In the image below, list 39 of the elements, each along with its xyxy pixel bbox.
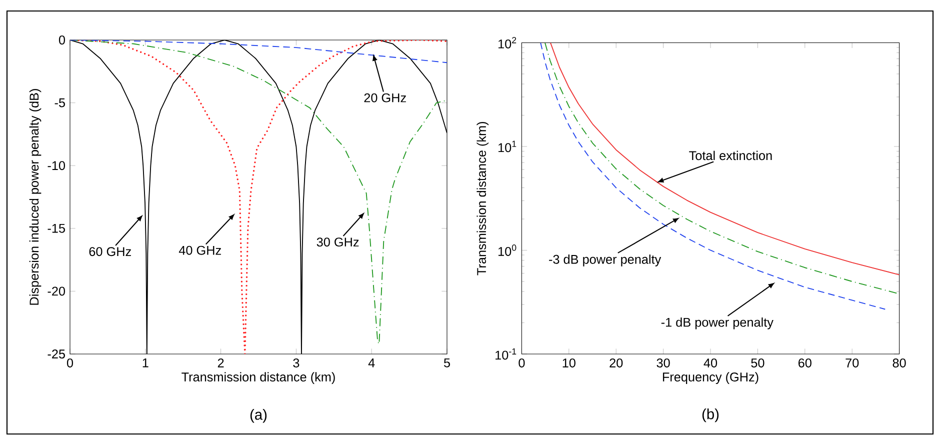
x-tick-label: 60 — [798, 358, 812, 368]
y-tick-label: 10$^{2}$ — [498, 37, 516, 48]
y-axis-title: Dispersion induced power penalty (dB) — [29, 89, 42, 305]
y-tick-label: -10 — [48, 161, 66, 170]
x-tick-label: 30 — [656, 358, 670, 368]
x-tick-label: 80 — [892, 358, 906, 368]
annotation: 40 GHz — [178, 246, 221, 255]
x-tick-label: 0 — [518, 358, 525, 368]
x-tick-label: 70 — [846, 358, 859, 368]
line-series — [70, 40, 447, 64]
y-tick-label: 10$^{-1}$ — [496, 348, 516, 360]
x-tick-label: 50 — [751, 358, 764, 368]
x-tick-label: 1 — [142, 358, 148, 368]
annotation: 30 GHz — [316, 238, 359, 247]
y-tick-label: -25 — [48, 350, 65, 358]
y-tick-label: -20 — [48, 286, 66, 296]
y-tick-label: -15 — [48, 224, 65, 233]
y-tick-label: 10$^{0}$ — [498, 244, 516, 256]
annotation: 60 GHz — [89, 247, 131, 256]
x-tick-label: 2 — [218, 358, 224, 368]
x-tick-label: 3 — [293, 358, 300, 368]
annotation: -3 dB power penalty — [549, 254, 662, 266]
annotation: -1 dB power penalty — [661, 317, 774, 330]
y-tick-label: 0 — [58, 36, 66, 44]
y-axis-title: Transmission distance (km) — [476, 122, 489, 276]
x-tick-label: 0 — [66, 358, 74, 368]
y-tick-label: 10$^{1}$ — [498, 140, 516, 152]
x-tick-label: 4 — [368, 358, 375, 368]
x-axis-title: Frequency (GHz) — [662, 372, 758, 384]
x-tick-label: 20 — [610, 358, 623, 368]
text: (a) — [250, 409, 267, 423]
x-tick-label: 5 — [444, 358, 450, 368]
annotation: 20 GHz — [364, 93, 406, 102]
x-tick-label: 40 — [704, 358, 718, 368]
x-axis-title: Transmission distance (km) — [182, 372, 335, 384]
y-tick-label: -5 — [54, 98, 65, 108]
x-tick-label: 10 — [562, 358, 576, 368]
text: (b) — [702, 408, 719, 422]
annotation: Total extinction — [689, 150, 772, 160]
